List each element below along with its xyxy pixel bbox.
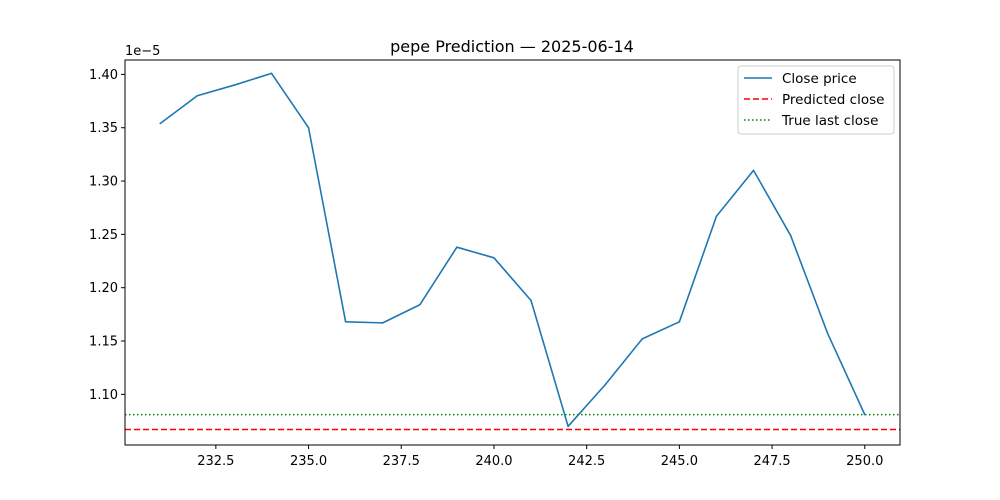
data-point bbox=[715, 215, 718, 218]
y-tick-label: 1.20 bbox=[89, 281, 118, 296]
data-point bbox=[233, 84, 236, 86]
x-tick-label: 232.5 bbox=[197, 454, 234, 469]
y-tick-label: 1.30 bbox=[89, 175, 118, 190]
data-point bbox=[678, 321, 681, 323]
x-tick-label: 247.5 bbox=[753, 454, 790, 469]
data-point bbox=[826, 332, 829, 335]
x-tick-label: 237.5 bbox=[383, 454, 420, 469]
data-point bbox=[456, 246, 458, 248]
data-point bbox=[159, 122, 162, 125]
legend-label-close-price: Close price bbox=[782, 71, 857, 87]
legend-box bbox=[737, 65, 895, 135]
x-tick-label: 245.0 bbox=[661, 454, 698, 469]
data-point bbox=[604, 383, 607, 386]
data-point bbox=[344, 321, 347, 323]
y-tick-label: 1.15 bbox=[89, 335, 118, 350]
y-tick-label: 1.25 bbox=[89, 228, 118, 243]
data-point bbox=[789, 234, 792, 237]
y-tick-label: 1.35 bbox=[89, 121, 118, 136]
data-point bbox=[418, 303, 421, 306]
plot-area bbox=[125, 72, 900, 431]
y-offset-label: 1e−5 bbox=[125, 44, 160, 59]
y-tick-label: 1.40 bbox=[89, 68, 118, 83]
x-tick-label: 235.0 bbox=[290, 454, 327, 469]
data-point bbox=[863, 413, 866, 416]
x-tick-label: 240.0 bbox=[475, 454, 512, 469]
data-point bbox=[307, 126, 310, 129]
data-point bbox=[567, 425, 569, 428]
chart-title: pepe Prediction — 2025-06-14 bbox=[390, 37, 634, 56]
x-axis: 232.5 235.0 237.5 240.0 242.5 245.0 247.5 250.0 bbox=[197, 445, 883, 469]
data-point bbox=[381, 322, 384, 324]
x-tick-label: 242.5 bbox=[568, 454, 605, 469]
data-point bbox=[530, 299, 532, 302]
data-point bbox=[196, 94, 199, 97]
series-line-close-price bbox=[159, 72, 866, 428]
legend-label-true-last-close: True last close bbox=[781, 113, 878, 129]
plot-frame bbox=[124, 59, 901, 446]
y-tick-label: 1.10 bbox=[89, 388, 118, 403]
y-axis: 1.10 1.15 1.20 1.25 1.30 1.35 1.40 bbox=[89, 68, 125, 403]
data-point bbox=[270, 72, 273, 75]
legend-label-predicted-close: Predicted close bbox=[782, 92, 884, 108]
x-tick-label: 250.0 bbox=[846, 454, 883, 469]
data-point bbox=[493, 257, 495, 259]
data-point bbox=[641, 338, 644, 340]
data-point bbox=[752, 169, 755, 172]
legend: Close price Predicted close True last cl… bbox=[737, 65, 895, 135]
